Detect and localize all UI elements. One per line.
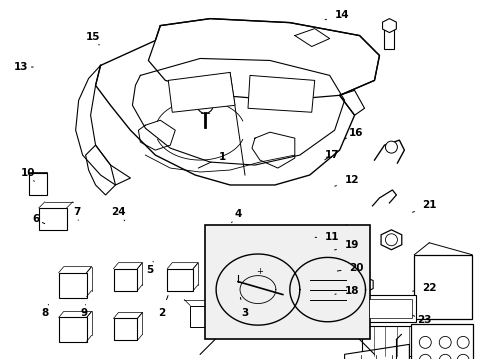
Polygon shape — [247, 75, 314, 112]
Bar — [59, 318, 86, 342]
Text: 22: 22 — [412, 283, 436, 293]
Polygon shape — [348, 230, 360, 248]
Bar — [167, 269, 193, 291]
Circle shape — [438, 336, 450, 348]
Text: 7: 7 — [73, 207, 80, 220]
Polygon shape — [339, 90, 364, 115]
Circle shape — [197, 97, 213, 113]
Text: 6: 6 — [32, 215, 44, 224]
Bar — [361, 327, 421, 356]
Text: 14: 14 — [325, 10, 348, 20]
Text: 9: 9 — [80, 305, 87, 318]
Circle shape — [385, 234, 397, 246]
Text: 11: 11 — [314, 232, 339, 242]
Text: 23: 23 — [412, 315, 431, 325]
Bar — [413, 255, 471, 319]
Text: 20: 20 — [337, 263, 363, 273]
Text: 4: 4 — [231, 209, 242, 222]
Bar — [384, 28, 394, 49]
Text: 1: 1 — [198, 152, 226, 168]
Text: 2: 2 — [158, 296, 168, 318]
Circle shape — [456, 354, 468, 360]
Text: 15: 15 — [86, 32, 101, 45]
Bar — [368, 298, 411, 319]
Polygon shape — [380, 230, 401, 250]
Polygon shape — [168, 72, 235, 112]
Polygon shape — [382, 19, 396, 32]
Text: 17: 17 — [324, 150, 339, 160]
Text: 10: 10 — [20, 168, 35, 181]
Circle shape — [419, 354, 430, 360]
Circle shape — [438, 354, 450, 360]
Bar — [113, 319, 137, 340]
Circle shape — [419, 336, 430, 348]
Polygon shape — [344, 345, 408, 360]
Bar — [410, 324, 472, 360]
Bar — [190, 306, 208, 328]
Text: 24: 24 — [111, 207, 126, 221]
Circle shape — [359, 280, 369, 289]
Text: 8: 8 — [41, 305, 48, 318]
Circle shape — [385, 141, 397, 153]
Bar — [39, 208, 66, 230]
Text: 16: 16 — [344, 128, 363, 139]
Text: 5: 5 — [145, 261, 153, 275]
Text: +: + — [256, 267, 263, 276]
Polygon shape — [76, 66, 130, 185]
Polygon shape — [85, 145, 115, 195]
Text: 19: 19 — [334, 239, 358, 250]
Text: 21: 21 — [412, 200, 436, 212]
Bar — [205, 225, 369, 339]
Bar — [29, 173, 47, 195]
Text: 18: 18 — [334, 286, 358, 296]
Polygon shape — [95, 19, 379, 185]
Text: 3: 3 — [240, 297, 247, 318]
Bar — [113, 269, 137, 291]
Text: 12: 12 — [334, 175, 358, 186]
Text: 13: 13 — [14, 62, 33, 72]
Bar — [59, 273, 86, 298]
Polygon shape — [355, 276, 372, 293]
Circle shape — [456, 336, 468, 348]
Bar — [364, 294, 415, 323]
